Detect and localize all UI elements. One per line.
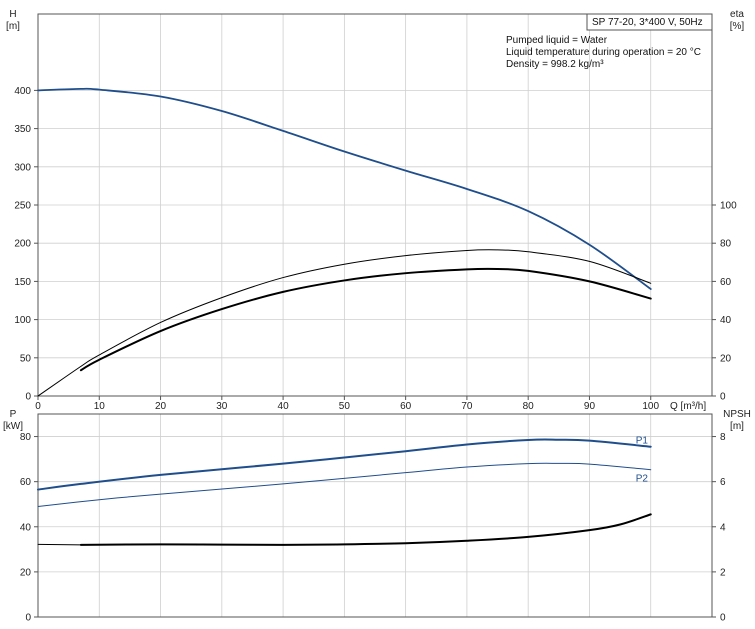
y-tick-left-label: 80: [20, 432, 32, 443]
x-tick-label: 20: [155, 401, 167, 412]
y-tick-right-label: 60: [720, 277, 732, 288]
y-tick-left-label: 400: [14, 86, 31, 97]
chart-note: Density = 998.2 kg/m³: [506, 59, 604, 70]
y-tick-right-label: 20: [720, 353, 732, 364]
curve-0-1: [37, 249, 652, 397]
y-axis-right-unit: [m]: [730, 421, 744, 432]
y-tick-right-label: 80: [720, 239, 732, 250]
y-axis-left-label: H: [9, 9, 16, 20]
legend-p2: P2: [636, 474, 649, 485]
curve-1-3: [79, 513, 652, 546]
y-tick-left-label: 150: [14, 277, 31, 288]
x-tick-label: 100: [642, 401, 659, 412]
y-tick-right-label: 100: [720, 201, 737, 212]
x-tick-label: 60: [400, 401, 412, 412]
y-tick-left-label: 40: [20, 522, 32, 533]
title-box: SP 77-20, 3*400 V, 50Hz: [586, 13, 713, 31]
x-tick-label: 80: [523, 401, 535, 412]
x-tick-label: 0: [35, 401, 41, 412]
x-tick-label: 10: [94, 401, 106, 412]
y-tick-left-label: 50: [20, 353, 32, 364]
x-tick-label: 40: [278, 401, 290, 412]
x-tick-label: 50: [339, 401, 351, 412]
y-axis-right-unit: [%]: [730, 21, 745, 32]
chart-note: Liquid temperature during operation = 20…: [506, 47, 701, 58]
chart-title: SP 77-20, 3*400 V, 50Hz: [592, 17, 703, 28]
y-tick-left-label: 100: [14, 315, 31, 326]
series-p1: [37, 438, 652, 491]
y-tick-left-label: 300: [14, 162, 31, 173]
y-tick-right-label: 8: [720, 432, 726, 443]
y-tick-right-label: 4: [720, 522, 726, 533]
x-tick-label: 70: [461, 401, 473, 412]
y-tick-right-label: 40: [720, 315, 732, 326]
y-tick-right-label: 2: [720, 567, 726, 578]
y-tick-right-label: 6: [720, 477, 726, 488]
y-tick-left-label: 350: [14, 124, 31, 135]
y-tick-left-label: 200: [14, 239, 31, 250]
x-axis-label: Q [m³/h]: [670, 401, 706, 412]
legend-p1: P1: [636, 436, 649, 447]
x-tick-label: 90: [584, 401, 596, 412]
y-axis-right-label: NPSH: [723, 409, 751, 420]
y-tick-left-label: 20: [20, 567, 32, 578]
chart-note: Pumped liquid = Water: [506, 35, 608, 46]
y-tick-left-label: 60: [20, 477, 32, 488]
series-p2: [37, 462, 652, 507]
title-frame: [586, 13, 713, 31]
y-axis-left-unit: [kW]: [3, 421, 23, 432]
y-tick-left-label: 0: [25, 392, 31, 403]
y-tick-left-label: 0: [25, 613, 31, 624]
plot-frame: [37, 413, 713, 618]
curve-0-2: [79, 267, 652, 372]
x-tick-label: 30: [216, 401, 228, 412]
y-axis-left-label: P: [10, 409, 17, 420]
y-tick-left-label: 250: [14, 201, 31, 212]
y-tick-right-label: 0: [720, 613, 726, 624]
y-axis-left-unit: [m]: [6, 21, 20, 32]
curve-0-0: [37, 87, 652, 290]
y-tick-right-label: 0: [720, 392, 726, 403]
y-axis-right-label: eta: [730, 9, 744, 20]
